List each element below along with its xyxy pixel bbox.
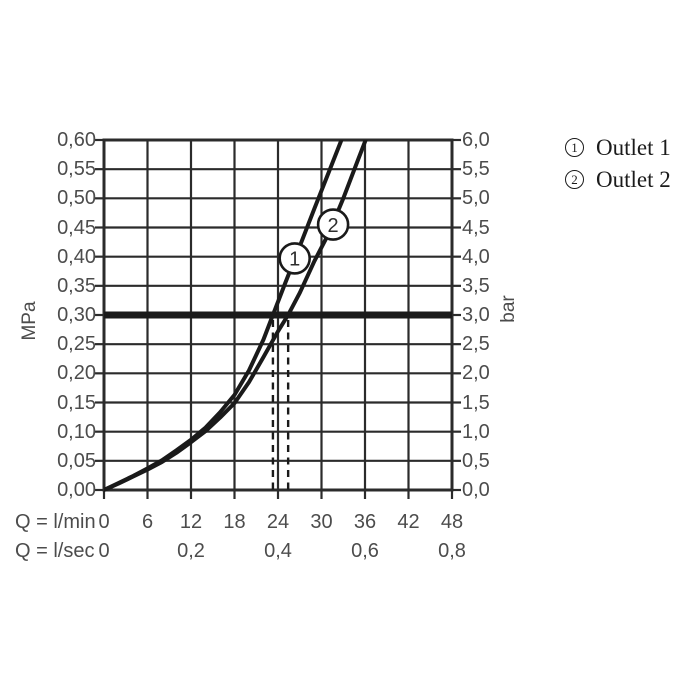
y-tick-label-bar: 6,0	[462, 129, 490, 151]
x-tick-label-lmin: 24	[266, 511, 290, 533]
y-tick-label-bar: 4,5	[462, 216, 490, 239]
x-tick-label-lmin: 36	[353, 511, 377, 533]
legend-label-outlet-2: Outlet 2	[596, 167, 671, 192]
y-tick-label-bar: 1,5	[462, 391, 490, 414]
y-tick-label-mpa: 0,30	[57, 304, 96, 326]
x-tick-label-lmin: 30	[310, 511, 333, 533]
y-tick-label-mpa: 0,45	[57, 216, 96, 239]
curve-marker-number: 1	[289, 249, 300, 271]
x-tick-label-lsec: 0,4	[264, 540, 292, 562]
y-tick-label-mpa: 0,10	[57, 420, 96, 443]
series-curves	[104, 140, 368, 492]
y-tick-label-bar: 3,0	[462, 304, 490, 326]
y-tick-label-bar: 1,0	[462, 420, 490, 443]
y-axis-unit-right: bar	[498, 295, 519, 323]
y-tick-label-bar: 0,5	[462, 449, 490, 472]
x-tick-label-lsec: 0,8	[438, 540, 466, 562]
curve-outlet-1	[104, 140, 344, 492]
y-tick-label-mpa: 0,60	[57, 129, 96, 151]
legend-label-outlet-1: Outlet 1	[596, 135, 671, 160]
x-tick-label-lsec: 0	[98, 540, 110, 562]
y-tick-label-bar: 3,5	[462, 274, 490, 297]
x-tick-label-lmin: 48	[440, 511, 464, 533]
y-tick-label-mpa: 0,55	[57, 158, 96, 181]
x-tick-label-lmin: 12	[179, 511, 203, 533]
y-tick-label-bar: 2,5	[462, 333, 490, 356]
circled-1-icon: 1	[565, 138, 584, 157]
x-tick-label-lmin: 42	[397, 511, 420, 533]
y-tick-label-bar: 5,0	[462, 187, 490, 210]
y-tick-label-mpa: 0,25	[57, 333, 96, 356]
y-tick-label-bar: 0,0	[462, 479, 490, 501]
x-tick-label-lmin: 0	[98, 511, 110, 533]
y-tick-label-mpa: 0,20	[57, 362, 96, 385]
legend: 1 Outlet 1 2 Outlet 2	[565, 136, 671, 191]
y-tick-label-mpa: 0,35	[57, 274, 96, 297]
x-axis-row1-label: Q = l/min	[15, 511, 96, 533]
tick-marks	[95, 138, 461, 499]
y-tick-label-bar: 2,0	[462, 362, 490, 385]
x-tick-label-lmin: 18	[223, 511, 246, 533]
y-tick-label-mpa: 0,00	[57, 479, 96, 501]
curve-marker-1: 1	[278, 242, 311, 275]
dashed-drop-lines	[271, 320, 290, 490]
legend-item-outlet-2: 2 Outlet 2	[565, 168, 671, 191]
y-tick-label-bar: 5,5	[462, 158, 490, 181]
y-tick-label-bar: 4,0	[462, 245, 490, 268]
y-tick-label-mpa: 0,40	[57, 245, 96, 268]
x-tick-label-lmin: 6	[141, 511, 154, 533]
x-tick-label-lsec: 0,2	[177, 540, 205, 562]
x-axis-row2-label: Q = l/sec	[15, 540, 95, 562]
curve-marker-2: 2	[316, 208, 350, 241]
y-tick-label-mpa: 0,50	[57, 187, 96, 210]
curve-outlet-2	[104, 140, 368, 492]
curve-marker-number: 2	[328, 215, 339, 237]
y-tick-label-mpa: 0,05	[57, 449, 96, 472]
legend-item-outlet-1: 1 Outlet 1	[565, 136, 671, 159]
circled-2-icon: 2	[565, 170, 584, 189]
y-tick-label-mpa: 0,15	[57, 391, 96, 414]
x-tick-label-lsec: 0,6	[351, 540, 379, 562]
